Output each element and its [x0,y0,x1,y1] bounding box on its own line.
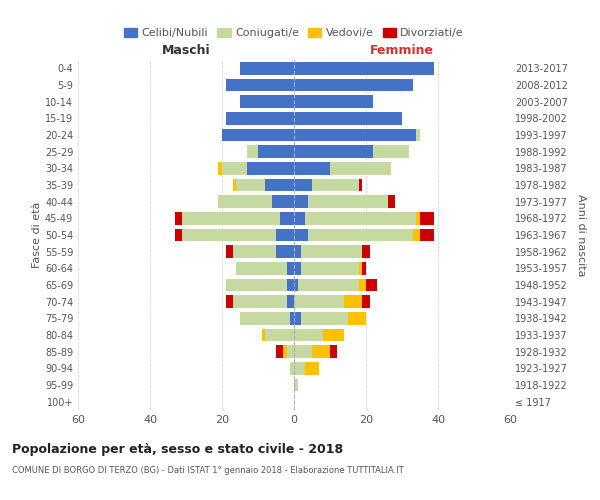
Bar [276,346,283,358]
Bar [373,146,409,158]
Bar [226,246,233,258]
Bar [280,212,294,224]
Bar [287,279,294,291]
Bar [265,329,294,341]
Bar [366,279,377,291]
Bar [236,179,265,192]
Bar [420,229,434,241]
Bar [262,329,265,341]
Bar [294,329,323,341]
Bar [233,246,276,258]
Bar [226,112,294,124]
Text: Femmine: Femmine [370,44,434,57]
Bar [305,212,416,224]
Bar [247,146,258,158]
Bar [298,279,359,291]
Bar [416,129,420,141]
Bar [301,262,359,274]
Text: Maschi: Maschi [161,44,211,57]
Bar [413,229,420,241]
Bar [294,112,402,124]
Bar [301,312,348,324]
Text: COMUNE DI BORGO DI TERZO (BG) - Dati ISTAT 1° gennaio 2018 - Elaborazione TUTTIT: COMUNE DI BORGO DI TERZO (BG) - Dati IST… [12,466,404,475]
Bar [233,179,236,192]
Bar [301,246,362,258]
Bar [308,229,413,241]
Y-axis label: Anni di nascita: Anni di nascita [576,194,586,276]
Bar [294,379,298,391]
Bar [294,262,301,274]
Bar [294,312,301,324]
Bar [283,346,287,358]
Text: Popolazione per età, sesso e stato civile - 2018: Popolazione per età, sesso e stato civil… [12,442,343,456]
Bar [258,146,294,158]
Bar [330,162,391,174]
Bar [175,229,182,241]
Y-axis label: Fasce di età: Fasce di età [32,202,42,268]
Bar [294,196,308,208]
Bar [330,346,337,358]
Bar [240,62,294,74]
Bar [294,162,330,174]
Bar [175,212,182,224]
Bar [294,179,312,192]
Bar [312,179,359,192]
Bar [294,362,305,374]
Bar [388,196,395,208]
Bar [265,179,294,192]
Bar [294,212,305,224]
Bar [294,279,298,291]
Bar [287,262,294,274]
Bar [416,212,420,224]
Bar [362,296,370,308]
Bar [362,246,370,258]
Bar [294,346,312,358]
Bar [182,212,280,224]
Bar [359,262,362,274]
Bar [420,212,434,224]
Bar [226,279,287,291]
Bar [240,96,294,108]
Legend: Celibi/Nubili, Coniugati/e, Vedovi/e, Divorziati/e: Celibi/Nubili, Coniugati/e, Vedovi/e, Di… [122,26,466,40]
Bar [290,362,294,374]
Bar [276,246,294,258]
Bar [294,146,373,158]
Bar [294,79,413,92]
Bar [218,196,272,208]
Bar [312,346,330,358]
Bar [294,62,434,74]
Bar [290,312,294,324]
Bar [240,312,290,324]
Bar [218,162,222,174]
Bar [362,262,366,274]
Bar [272,196,294,208]
Bar [294,246,301,258]
Bar [287,346,294,358]
Bar [276,229,294,241]
Bar [182,229,276,241]
Bar [294,129,416,141]
Bar [236,262,287,274]
Bar [359,279,366,291]
Bar [287,296,294,308]
Bar [323,329,344,341]
Bar [305,362,319,374]
Bar [226,79,294,92]
Bar [222,129,294,141]
Bar [294,96,373,108]
Bar [344,296,362,308]
Bar [226,296,233,308]
Bar [294,296,344,308]
Bar [294,229,308,241]
Bar [308,196,388,208]
Bar [348,312,366,324]
Bar [222,162,247,174]
Bar [247,162,294,174]
Bar [233,296,287,308]
Bar [359,179,362,192]
